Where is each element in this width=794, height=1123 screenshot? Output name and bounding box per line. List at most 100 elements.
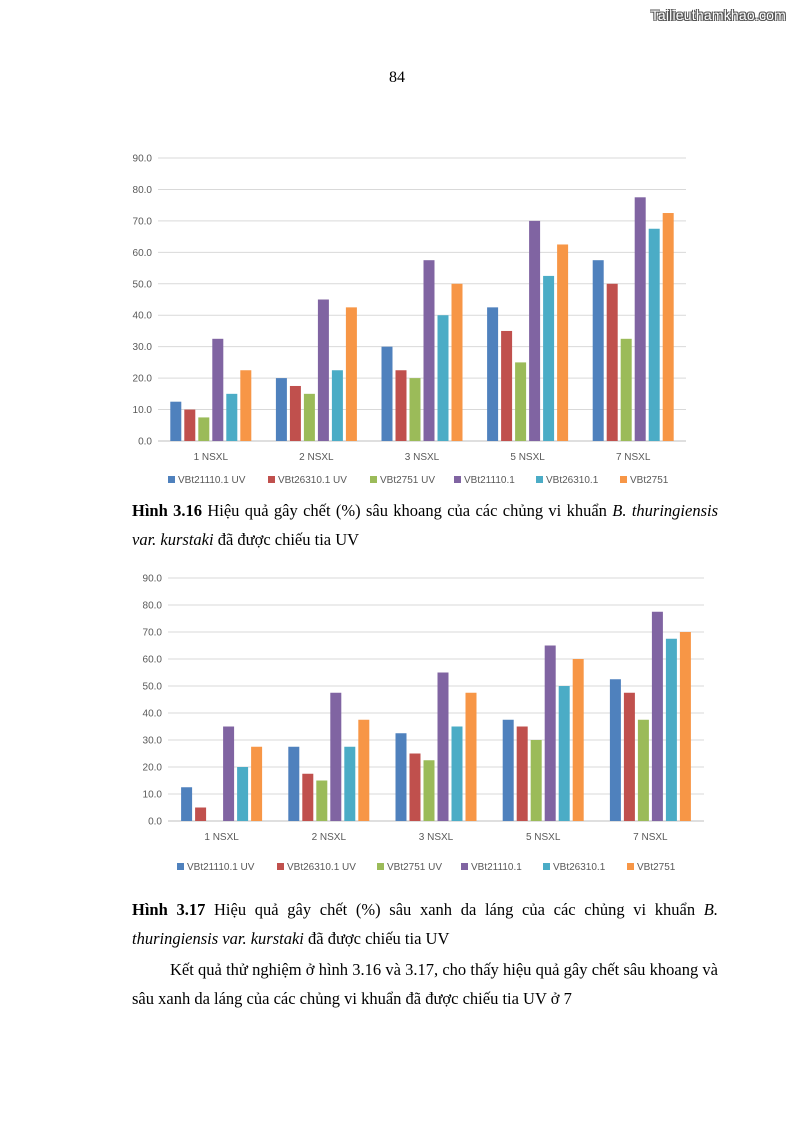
legend-swatch <box>454 476 461 483</box>
bar <box>423 760 435 821</box>
legend-swatch <box>177 863 184 870</box>
bar <box>330 692 342 821</box>
bar <box>662 213 674 441</box>
y-tick-label: 90.0 <box>133 154 153 165</box>
caption-species: thuringiensis var. kurstaki <box>132 501 719 549</box>
bar <box>345 307 357 441</box>
bar <box>634 197 646 441</box>
legend-label: VBt21110.1 UV <box>187 862 255 873</box>
bar <box>516 726 528 821</box>
bar <box>302 773 314 821</box>
bar <box>606 283 618 441</box>
bar <box>515 362 527 441</box>
bar <box>620 338 632 441</box>
legend-swatch <box>277 863 284 870</box>
bar <box>358 719 370 821</box>
bar <box>451 283 463 441</box>
bar <box>198 417 210 441</box>
bar <box>212 338 224 441</box>
bar <box>275 378 287 441</box>
bar <box>648 228 660 441</box>
y-tick-label: 10.0 <box>133 405 153 416</box>
bar <box>423 260 435 441</box>
figure-caption-3-16: Hình 3.16 Hiệu quả gây chết (%) sâu khoa… <box>132 496 718 554</box>
legend-label: VBt21110.1 UV <box>178 475 246 486</box>
bar <box>237 767 249 821</box>
bar <box>543 275 555 441</box>
caption-text: Hiệu quả gây chết (%) sâu xanh da láng c… <box>205 900 704 919</box>
legend-swatch <box>461 863 468 870</box>
legend-label: VBt26310.1 <box>553 862 606 873</box>
bar <box>181 787 193 821</box>
legend-label: VBt21110.1 <box>464 475 515 486</box>
bar <box>409 753 421 821</box>
bar <box>544 645 556 821</box>
bar <box>557 244 569 441</box>
legend-label: VBt26310.1 <box>546 475 599 486</box>
bar <box>451 726 463 821</box>
y-tick-label: 70.0 <box>143 628 163 639</box>
caption-species: thuringiensis var. kurstaki <box>132 929 304 948</box>
y-tick-label: 0.0 <box>148 817 162 828</box>
bar <box>226 393 238 441</box>
legend-label: VBt26310.1 UV <box>287 862 356 873</box>
bar <box>184 409 196 441</box>
bar <box>465 692 477 821</box>
bar <box>501 330 513 441</box>
bar <box>651 611 663 821</box>
legend-swatch <box>370 476 377 483</box>
caption-text: đã được chiếu tia UV <box>303 929 450 948</box>
bar <box>170 401 182 441</box>
caption-species: B. <box>703 900 718 919</box>
legend-label: VBt21110.1 <box>471 862 522 873</box>
legend-label: VBt2751 UV <box>380 475 435 486</box>
y-tick-label: 20.0 <box>143 763 163 774</box>
bar-chart-fig-3-17: 0.0 10.0 20.0 30.0 40.0 50.0 60.0 70.0 80.0 90.0 1… <box>143 574 704 873</box>
x-tick-label: 5 NSXL <box>510 452 545 463</box>
y-tick-label: 50.0 <box>143 682 163 693</box>
legend-swatch <box>168 476 175 483</box>
legend-swatch <box>377 863 384 870</box>
x-tick-label: 2 NSXL <box>312 832 347 843</box>
bar <box>240 370 252 441</box>
legend-label: VBt26310.1 UV <box>278 475 347 486</box>
bar <box>251 746 263 821</box>
bar <box>289 385 301 441</box>
legend-swatch <box>620 476 627 483</box>
bar <box>487 307 499 441</box>
caption-text: đã được chiếu tia UV <box>213 530 360 549</box>
figure-caption-3-17: Hình 3.17 Hiệu quả gây chết (%) sâu xanh… <box>132 895 718 953</box>
legend-label: VBt2751 <box>637 862 676 873</box>
bar <box>381 346 393 441</box>
y-tick-label: 10.0 <box>143 790 163 801</box>
y-tick-label: 70.0 <box>133 216 153 227</box>
legend-swatch <box>627 863 634 870</box>
bar <box>529 220 541 441</box>
y-tick-label: 30.0 <box>133 342 153 353</box>
y-tick-label: 30.0 <box>143 736 163 747</box>
y-tick-label: 40.0 <box>133 311 153 322</box>
y-tick-label: 20.0 <box>133 374 153 385</box>
y-tick-label: 60.0 <box>143 655 163 666</box>
x-tick-label: 3 NSXL <box>419 832 454 843</box>
bar <box>331 370 343 441</box>
x-tick-label: 1 NSXL <box>194 452 229 463</box>
caption-species: B. <box>612 501 627 520</box>
bar <box>195 807 207 821</box>
watermark: Tailieuthamkhao.com <box>650 7 786 23</box>
caption-label: Hình 3.17 <box>132 900 206 919</box>
bar <box>637 719 649 821</box>
bar <box>679 632 691 821</box>
bar <box>609 679 621 821</box>
bar <box>316 780 328 821</box>
bar <box>344 746 356 821</box>
bar <box>288 746 300 821</box>
legend-label: VBt2751 <box>630 475 669 486</box>
y-tick-label: 80.0 <box>143 601 163 612</box>
x-tick-label: 1 NSXL <box>204 832 239 843</box>
y-tick-label: 40.0 <box>143 709 163 720</box>
y-tick-label: 60.0 <box>133 248 153 259</box>
bar <box>502 719 514 821</box>
legend-swatch <box>536 476 543 483</box>
caption-label: Hình 3.16 <box>132 501 202 520</box>
